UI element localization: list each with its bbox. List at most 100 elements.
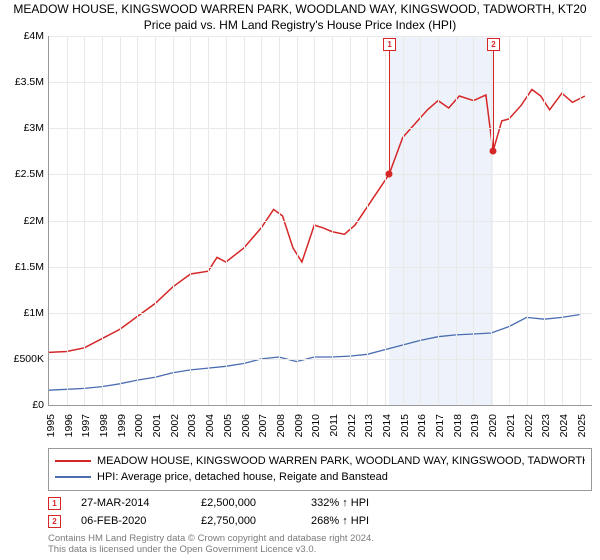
x-axis-tick-label: 1999 [116,414,128,437]
x-gridline [332,36,333,405]
x-axis-tick-label: 2020 [487,414,499,437]
x-gridline [208,36,209,405]
x-axis-tick-label: 2002 [169,414,181,437]
transaction-date: 06-FEB-2020 [81,515,181,527]
x-gridline [544,36,545,405]
x-axis-tick-label: 2024 [558,414,570,437]
y-gridline [49,313,592,314]
y-axis-tick-label: £4M [24,30,44,42]
y-axis-tick-label: £0 [32,399,44,411]
x-axis-tick-label: 2003 [186,414,198,437]
x-axis-tick-label: 2014 [381,414,393,437]
x-gridline [527,36,528,405]
x-gridline [190,36,191,405]
x-gridline [173,36,174,405]
x-gridline [473,36,474,405]
x-gridline [279,36,280,405]
y-axis-tick-label: £500K [14,353,44,365]
x-axis-tick-label: 1997 [80,414,92,437]
x-gridline [155,36,156,405]
x-gridline [456,36,457,405]
x-axis-tick-label: 2007 [257,414,269,437]
y-gridline [49,36,592,37]
legend-row: MEADOW HOUSE, KINGSWOOD WARREN PARK, WOO… [55,453,585,469]
price-marker-dot [386,171,393,178]
transaction-pct: 332% ↑ HPI [311,497,401,509]
x-gridline [67,36,68,405]
x-axis-tick-label: 1996 [63,414,75,437]
transaction-marker: 1 [48,497,61,510]
legend-row: HPI: Average price, detached house, Reig… [55,469,585,485]
legend-box: MEADOW HOUSE, KINGSWOOD WARREN PARK, WOO… [48,448,592,491]
x-gridline [509,36,510,405]
y-gridline [49,359,592,360]
y-axis-tick-label: £3M [24,122,44,134]
legend-swatch [55,476,91,478]
y-axis-tick-label: £1M [24,307,44,319]
chart-plot-area: 1995199619971998199920002001200220032004… [48,36,592,406]
x-gridline [244,36,245,405]
transaction-marker: 2 [48,515,61,528]
transactions-table: 1 27-MAR-2014 £2,500,000 332% ↑ HPI 2 06… [48,494,592,530]
title-line1: MEADOW HOUSE, KINGSWOOD WARREN PARK, WOO… [0,2,600,16]
x-axis-tick-label: 2000 [133,414,145,437]
x-axis-tick-label: 2010 [310,414,322,437]
x-gridline [226,36,227,405]
transaction-price: £2,500,000 [201,497,291,509]
x-gridline [438,36,439,405]
y-gridline [49,267,592,268]
x-axis-tick-label: 2006 [240,414,252,437]
legend-label: MEADOW HOUSE, KINGSWOOD WARREN PARK, WOO… [97,455,585,467]
footer-line2: This data is licensed under the Open Gov… [48,545,374,556]
x-axis-tick-label: 2019 [469,414,481,437]
x-axis-tick-label: 1995 [45,414,57,437]
price-marker-dot [489,148,496,155]
x-gridline [137,36,138,405]
title-line2: Price paid vs. HM Land Registry's House … [0,18,600,32]
y-axis-tick-label: £2.5M [15,168,44,180]
x-axis-tick-label: 2015 [399,414,411,437]
x-gridline [84,36,85,405]
y-axis-tick-label: £1.5M [15,261,44,273]
x-gridline [120,36,121,405]
transaction-pct: 268% ↑ HPI [311,515,401,527]
price-marker-pin: 1 [383,38,396,51]
x-axis-tick-label: 2017 [434,414,446,437]
footer-attribution: Contains HM Land Registry data © Crown c… [48,534,374,556]
x-axis-tick-label: 2001 [151,414,163,437]
y-gridline [49,221,592,222]
legend-label: HPI: Average price, detached house, Reig… [97,471,388,483]
x-gridline [403,36,404,405]
x-axis-tick-label: 2018 [452,414,464,437]
x-axis-tick-label: 2016 [416,414,428,437]
x-gridline [420,36,421,405]
table-row: 1 27-MAR-2014 £2,500,000 332% ↑ HPI [48,494,592,512]
x-axis-tick-label: 2009 [293,414,305,437]
x-axis-tick-label: 2011 [328,414,340,437]
x-axis-tick-label: 2005 [222,414,234,437]
x-gridline [580,36,581,405]
x-gridline [297,36,298,405]
transaction-price: £2,750,000 [201,515,291,527]
x-axis-tick-label: 2022 [523,414,535,437]
y-gridline [49,174,592,175]
x-gridline [385,36,386,405]
y-gridline [49,82,592,83]
price-marker-pin: 2 [487,38,500,51]
x-gridline [314,36,315,405]
x-axis-tick-label: 2013 [363,414,375,437]
x-axis-tick-label: 2008 [275,414,287,437]
table-row: 2 06-FEB-2020 £2,750,000 268% ↑ HPI [48,512,592,530]
y-axis-tick-label: £3.5M [15,76,44,88]
x-gridline [350,36,351,405]
x-gridline [562,36,563,405]
y-gridline [49,128,592,129]
chart-container: MEADOW HOUSE, KINGSWOOD WARREN PARK, WOO… [0,0,600,560]
x-gridline [367,36,368,405]
x-gridline [102,36,103,405]
legend-swatch [55,460,91,462]
x-gridline [261,36,262,405]
transaction-date: 27-MAR-2014 [81,497,181,509]
x-axis-tick-label: 2023 [540,414,552,437]
x-axis-tick-label: 2004 [204,414,216,437]
